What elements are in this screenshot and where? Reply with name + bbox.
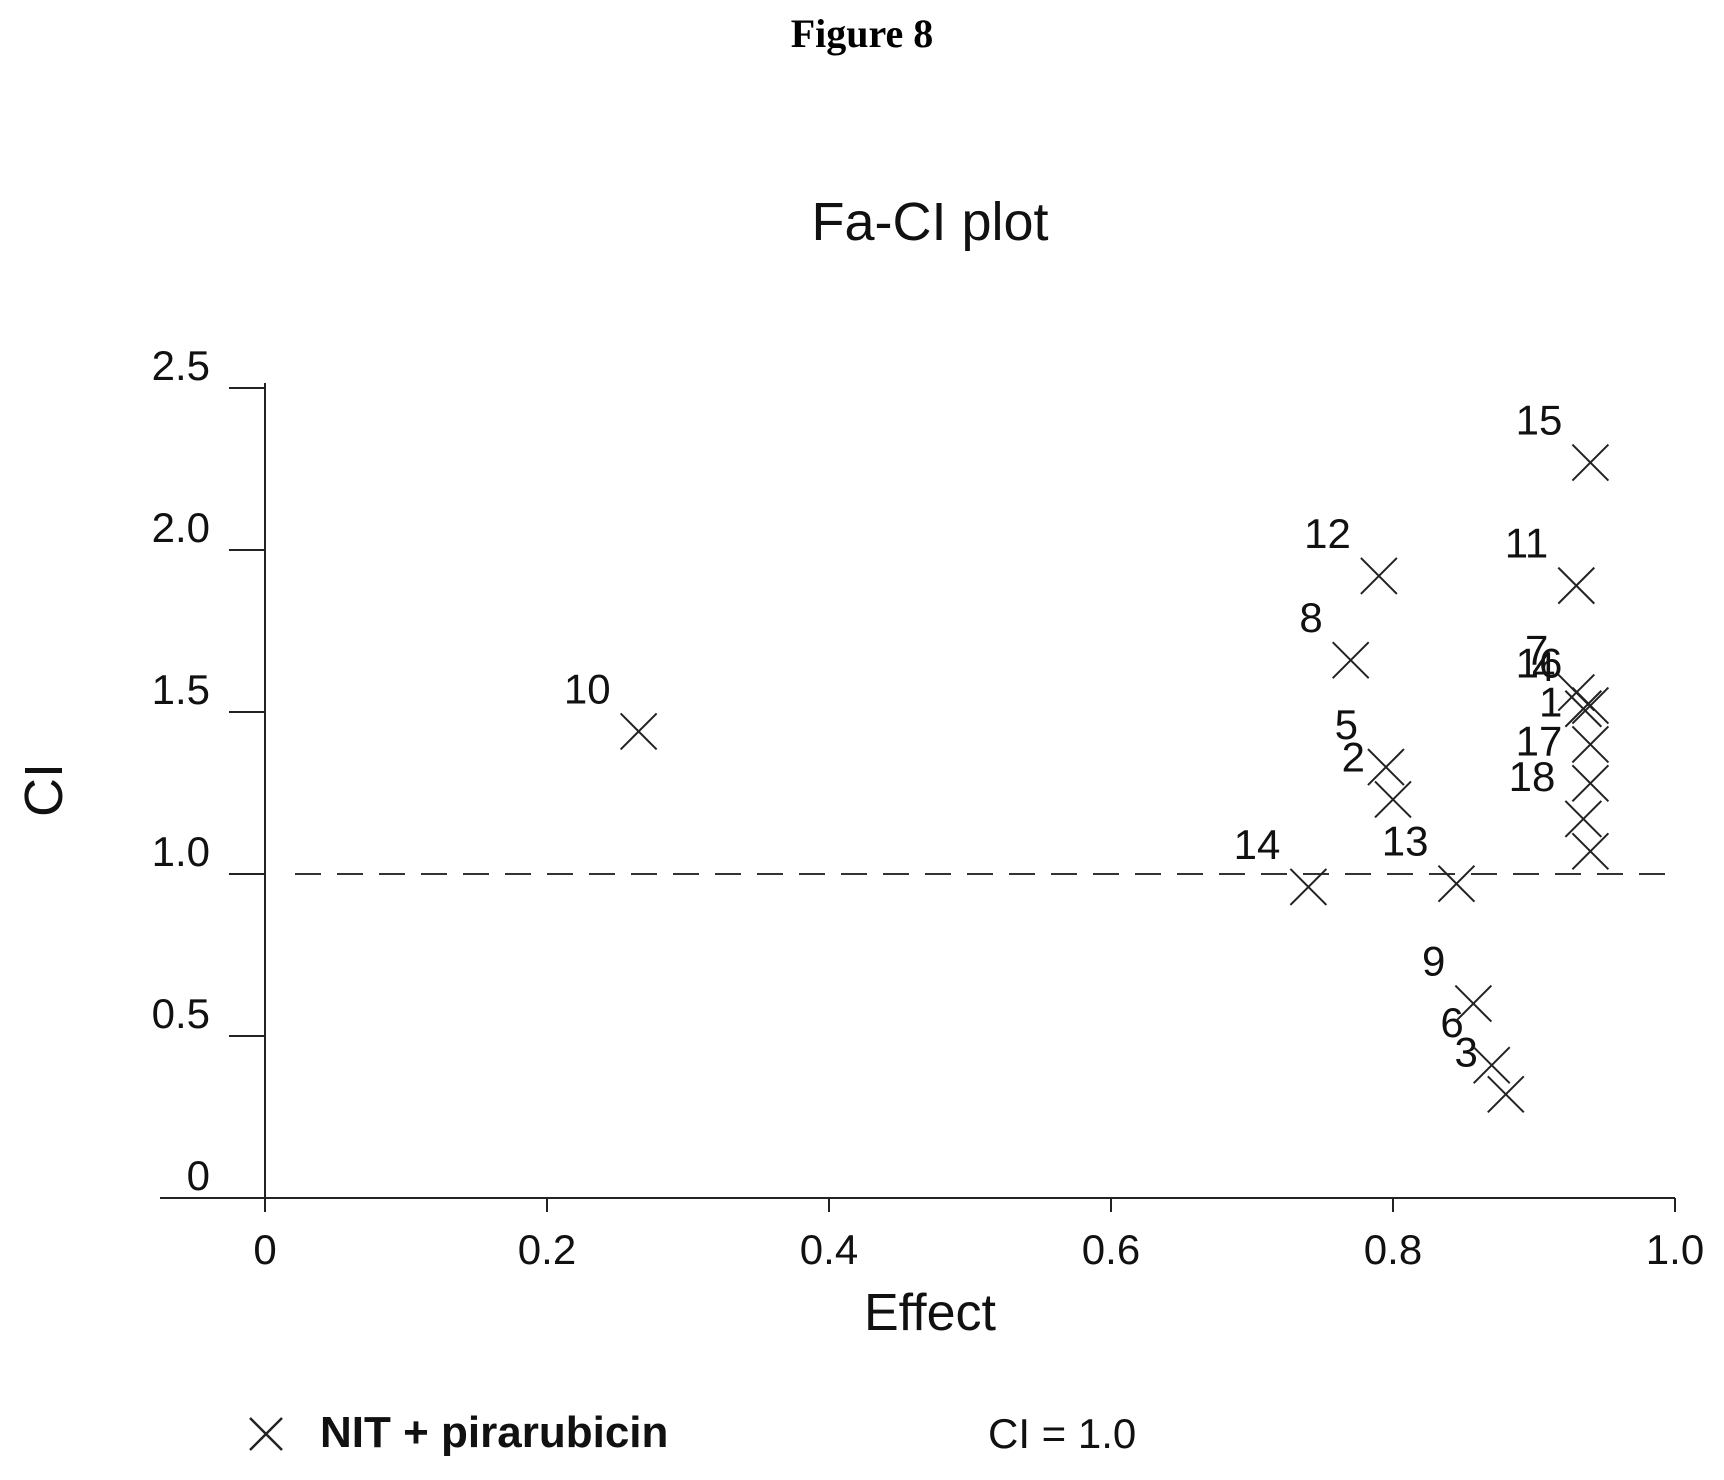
legend-series-label: NIT + pirarubicin [320,1408,669,1457]
x-tick-label: 0.2 [518,1226,576,1273]
point-label: 18 [1509,753,1556,800]
y-tick-label: 2.5 [152,342,210,389]
point-label: 3 [1454,1028,1477,1075]
point-label: 13 [1382,818,1429,865]
data-point: 14 [1234,821,1328,906]
x-tick-label: 0.8 [1364,1226,1422,1273]
x-tick-label: 1.0 [1646,1226,1704,1273]
data-point: 4 [1532,643,1603,728]
data-point: 3 [1454,1028,1525,1114]
point-label: 1 [1539,678,1562,725]
x-marker [1571,725,1610,764]
x-marker [1360,557,1398,595]
data-point: 10 [564,665,658,751]
point-label: 7 [1525,627,1548,674]
data-point: 17 [1516,717,1610,802]
point-label: 6 [1440,999,1463,1046]
data-point: 16 [1516,640,1610,725]
x-marker [1367,748,1405,786]
legend-reference-label: CI = 1.0 [988,1410,1137,1457]
point-label: 8 [1299,594,1322,641]
x-marker [1571,686,1610,725]
x-marker [1487,1075,1525,1114]
x-marker [1557,566,1596,605]
x-marker [1289,868,1328,906]
ticks: 0 0.2 0.4 0.6 0.8 1.0 0 0.5 1.0 1.5 2.0 2.5 [152,342,1705,1273]
x-marker [1472,1046,1511,1084]
x-marker [619,712,658,751]
axes [160,383,1675,1199]
data-point: 18 [1509,753,1603,838]
x-marker [1454,984,1493,1023]
point-label: 4 [1532,643,1555,690]
point-label: 5 [1335,701,1358,748]
x-tick-label: 0.6 [1082,1226,1140,1273]
point-label: 9 [1422,938,1445,985]
legend-x-marker-icon [249,1417,283,1451]
y-axis-title: CI [14,763,74,817]
data-point: 1 [1539,678,1610,764]
point-label: 17 [1516,717,1563,764]
data-point: 2 [1342,733,1412,819]
x-marker [1437,865,1476,903]
data-point [1571,832,1610,871]
point-label: 10 [564,665,611,712]
y-tick-label: 0 [187,1152,210,1199]
x-tick-label: 0 [253,1226,276,1273]
y-tick-label: 1.0 [152,828,210,875]
x-marker [1571,443,1610,482]
x-marker [1571,764,1610,802]
point-label: 2 [1342,733,1365,780]
point-label: 16 [1516,640,1563,687]
fa-ci-scatter-chart: Fa-CI plot CI Effect 0 0.2 0.4 0.6 0.8 1.0 0 0.… [14,192,1705,1342]
data-point: 9 [1422,938,1493,1023]
data-point: 12 [1304,510,1398,595]
x-marker [1374,780,1412,819]
x-tick-label: 0.4 [800,1226,858,1273]
x-marker [1564,800,1603,838]
point-label: 14 [1234,821,1281,868]
data-point: 11 [1505,520,1596,605]
y-tick-label: 0.5 [152,990,210,1037]
x-marker [1564,690,1603,728]
y-tick-label: 2.0 [152,504,210,551]
data-point: 13 [1382,818,1476,903]
y-tick-label: 1.5 [152,666,210,713]
point-label: 15 [1516,397,1563,444]
data-point: 6 [1440,999,1511,1084]
point-label: 12 [1304,510,1351,557]
x-marker [1571,832,1610,871]
x-marker [1331,641,1370,679]
data-point: 8 [1299,594,1370,679]
point-label: 11 [1505,520,1549,567]
data-point: 15 [1516,397,1610,482]
data-point: 5 [1335,701,1405,786]
x-axis-title: Effect [864,1284,997,1342]
chart-title: Fa-CI plot [811,192,1048,252]
figure-label: Figure 8 [790,11,934,56]
